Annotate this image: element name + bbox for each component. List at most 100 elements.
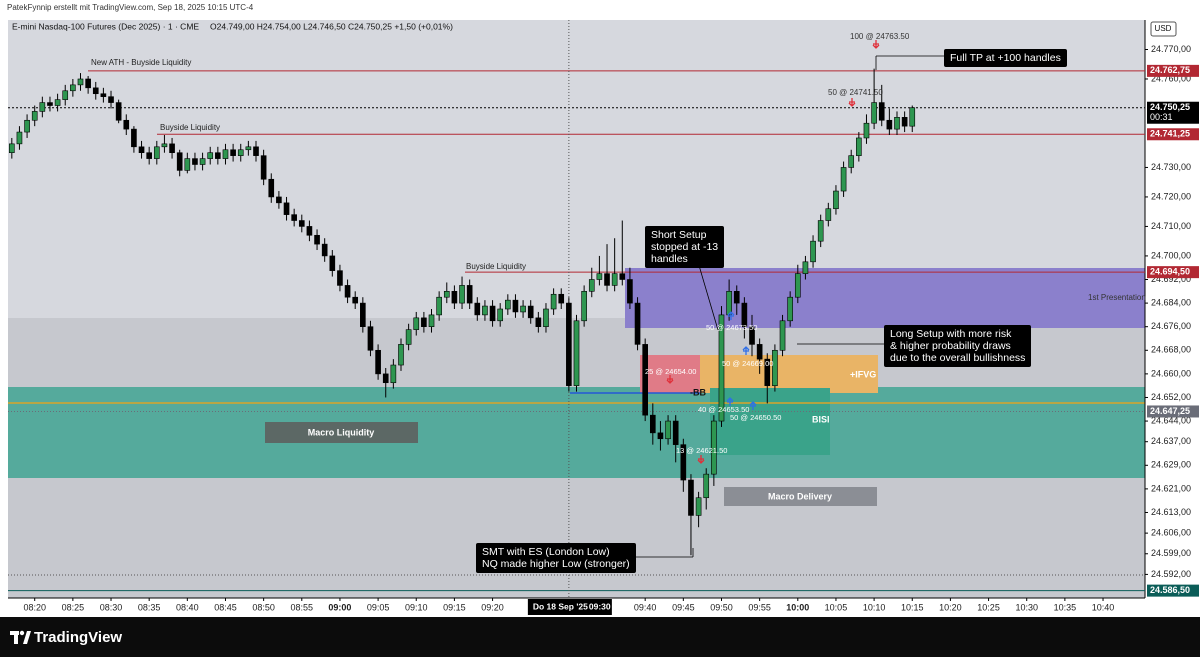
price-label-box [1147, 64, 1199, 77]
x-tick-label: 08:20 [23, 602, 46, 612]
chart-label: 40 @ 24653.50 [698, 405, 749, 414]
candle-body [856, 137, 862, 156]
candle-body [291, 214, 297, 221]
callout-line: SMT with ES (London Low) [482, 546, 610, 558]
symbol: E-mini Nasdaq-100 Futures (Dec 2025) · 1… [12, 21, 199, 31]
candle-body [550, 293, 557, 310]
candle-body [825, 208, 832, 221]
candle-body [207, 152, 214, 159]
price-label-box [1147, 405, 1199, 418]
candle-body [344, 285, 351, 298]
logo-part [19, 630, 25, 636]
candle-body [573, 320, 580, 386]
y-tick-label: 24.684,00 [1151, 297, 1191, 307]
candle-body [222, 149, 229, 159]
price-label-box [1147, 101, 1199, 124]
candle-body [833, 190, 839, 210]
candle-body [482, 305, 488, 316]
callout: SMT with ES (London Low) NQ made higher L… [476, 543, 636, 573]
candle-body [711, 420, 717, 475]
candle-body [123, 119, 130, 130]
candle-body [436, 296, 442, 316]
price-label: 24.750,25 [1150, 102, 1190, 112]
candle-body [779, 320, 786, 351]
candle-body [70, 84, 76, 92]
chart-label: BISI [812, 414, 830, 424]
x-tick-label: 10:30 [1015, 602, 1038, 612]
candle-body [657, 432, 664, 440]
candle-body [505, 299, 511, 310]
macro-liquidity-box [265, 422, 418, 443]
currency: USD [1155, 24, 1172, 33]
brand: TradingView [34, 629, 122, 646]
callout-line: Long Setup with more risk [890, 328, 1012, 340]
candle-body [611, 273, 618, 286]
y-tick-label: 24.599,00 [1151, 548, 1191, 558]
candle-body [848, 155, 855, 168]
candle-body [337, 270, 343, 286]
trade-arrow [872, 40, 880, 49]
candle-body [581, 291, 587, 322]
candle-body [298, 220, 305, 227]
x-tick-label: 09:20 [481, 602, 504, 612]
candle-body [199, 158, 206, 165]
purple-zone [625, 268, 1145, 328]
callout-line: due to the overall bullishness [890, 352, 1026, 364]
chart-label: New ATH - Buyside Liquidity [91, 58, 191, 67]
y-tick-label: 24.730,00 [1151, 162, 1191, 172]
candle-body [634, 302, 641, 345]
candle-body [253, 146, 259, 156]
candle-body [321, 243, 328, 257]
candle-body [184, 158, 191, 171]
candle-body [77, 78, 84, 86]
price-label: 24.694,50 [1150, 267, 1190, 277]
x-tick-label: 10:35 [1054, 602, 1077, 612]
callout-line: Full TP at +100 handles [950, 52, 1061, 64]
chart-label: 100 @ 24763.50 [850, 32, 910, 41]
crosshair-label-box [527, 599, 612, 615]
candle-body [47, 102, 53, 106]
callout: Full TP at +100 handles [944, 49, 1067, 67]
candle-body [92, 87, 99, 95]
price-label: 24.762,75 [1150, 65, 1190, 75]
candle-body [566, 302, 572, 386]
candle-body [31, 111, 38, 121]
candle-body [871, 102, 877, 124]
trade-arrow [848, 98, 856, 107]
candle-body [398, 344, 404, 366]
logo-part [23, 631, 31, 644]
candle-body [115, 102, 122, 121]
connector [697, 261, 719, 331]
trade-arrow [666, 375, 674, 384]
candle-body [558, 293, 565, 304]
candle-body [245, 146, 252, 151]
x-tick-label: 09:55 [748, 602, 771, 612]
price-label: 24.647,25 [1150, 406, 1190, 416]
candle-body [489, 305, 496, 322]
candle-body [520, 305, 526, 313]
candle-body [382, 373, 389, 384]
ohlc: O24.749,00 H24.754,00 L24.746,50 C24.750… [210, 21, 453, 31]
candle-body [878, 102, 885, 121]
candle-body [695, 497, 702, 516]
x-tick-label: 10:25 [977, 602, 1000, 612]
attribution: PatekFynnip erstellt mit TradingView.com… [7, 3, 254, 12]
y-tick-label: 24.621,00 [1151, 483, 1191, 493]
y-tick-label: 24.660,00 [1151, 368, 1191, 378]
candle-body [703, 473, 710, 499]
candle-body [352, 296, 359, 304]
candle-body [718, 314, 725, 422]
x-tick-label: 08:40 [176, 602, 199, 612]
candle-body [588, 279, 595, 292]
candle-body [131, 128, 137, 148]
candle-body [54, 99, 61, 106]
logo [10, 630, 31, 644]
y-tick-label: 24.637,00 [1151, 436, 1191, 446]
candle-body [642, 344, 648, 416]
y-tick-label: 24.592,00 [1151, 569, 1191, 579]
candle-body [39, 102, 46, 112]
chart-label: +IFVG [850, 369, 876, 379]
candle-body [619, 273, 626, 280]
candle-body [909, 107, 916, 127]
